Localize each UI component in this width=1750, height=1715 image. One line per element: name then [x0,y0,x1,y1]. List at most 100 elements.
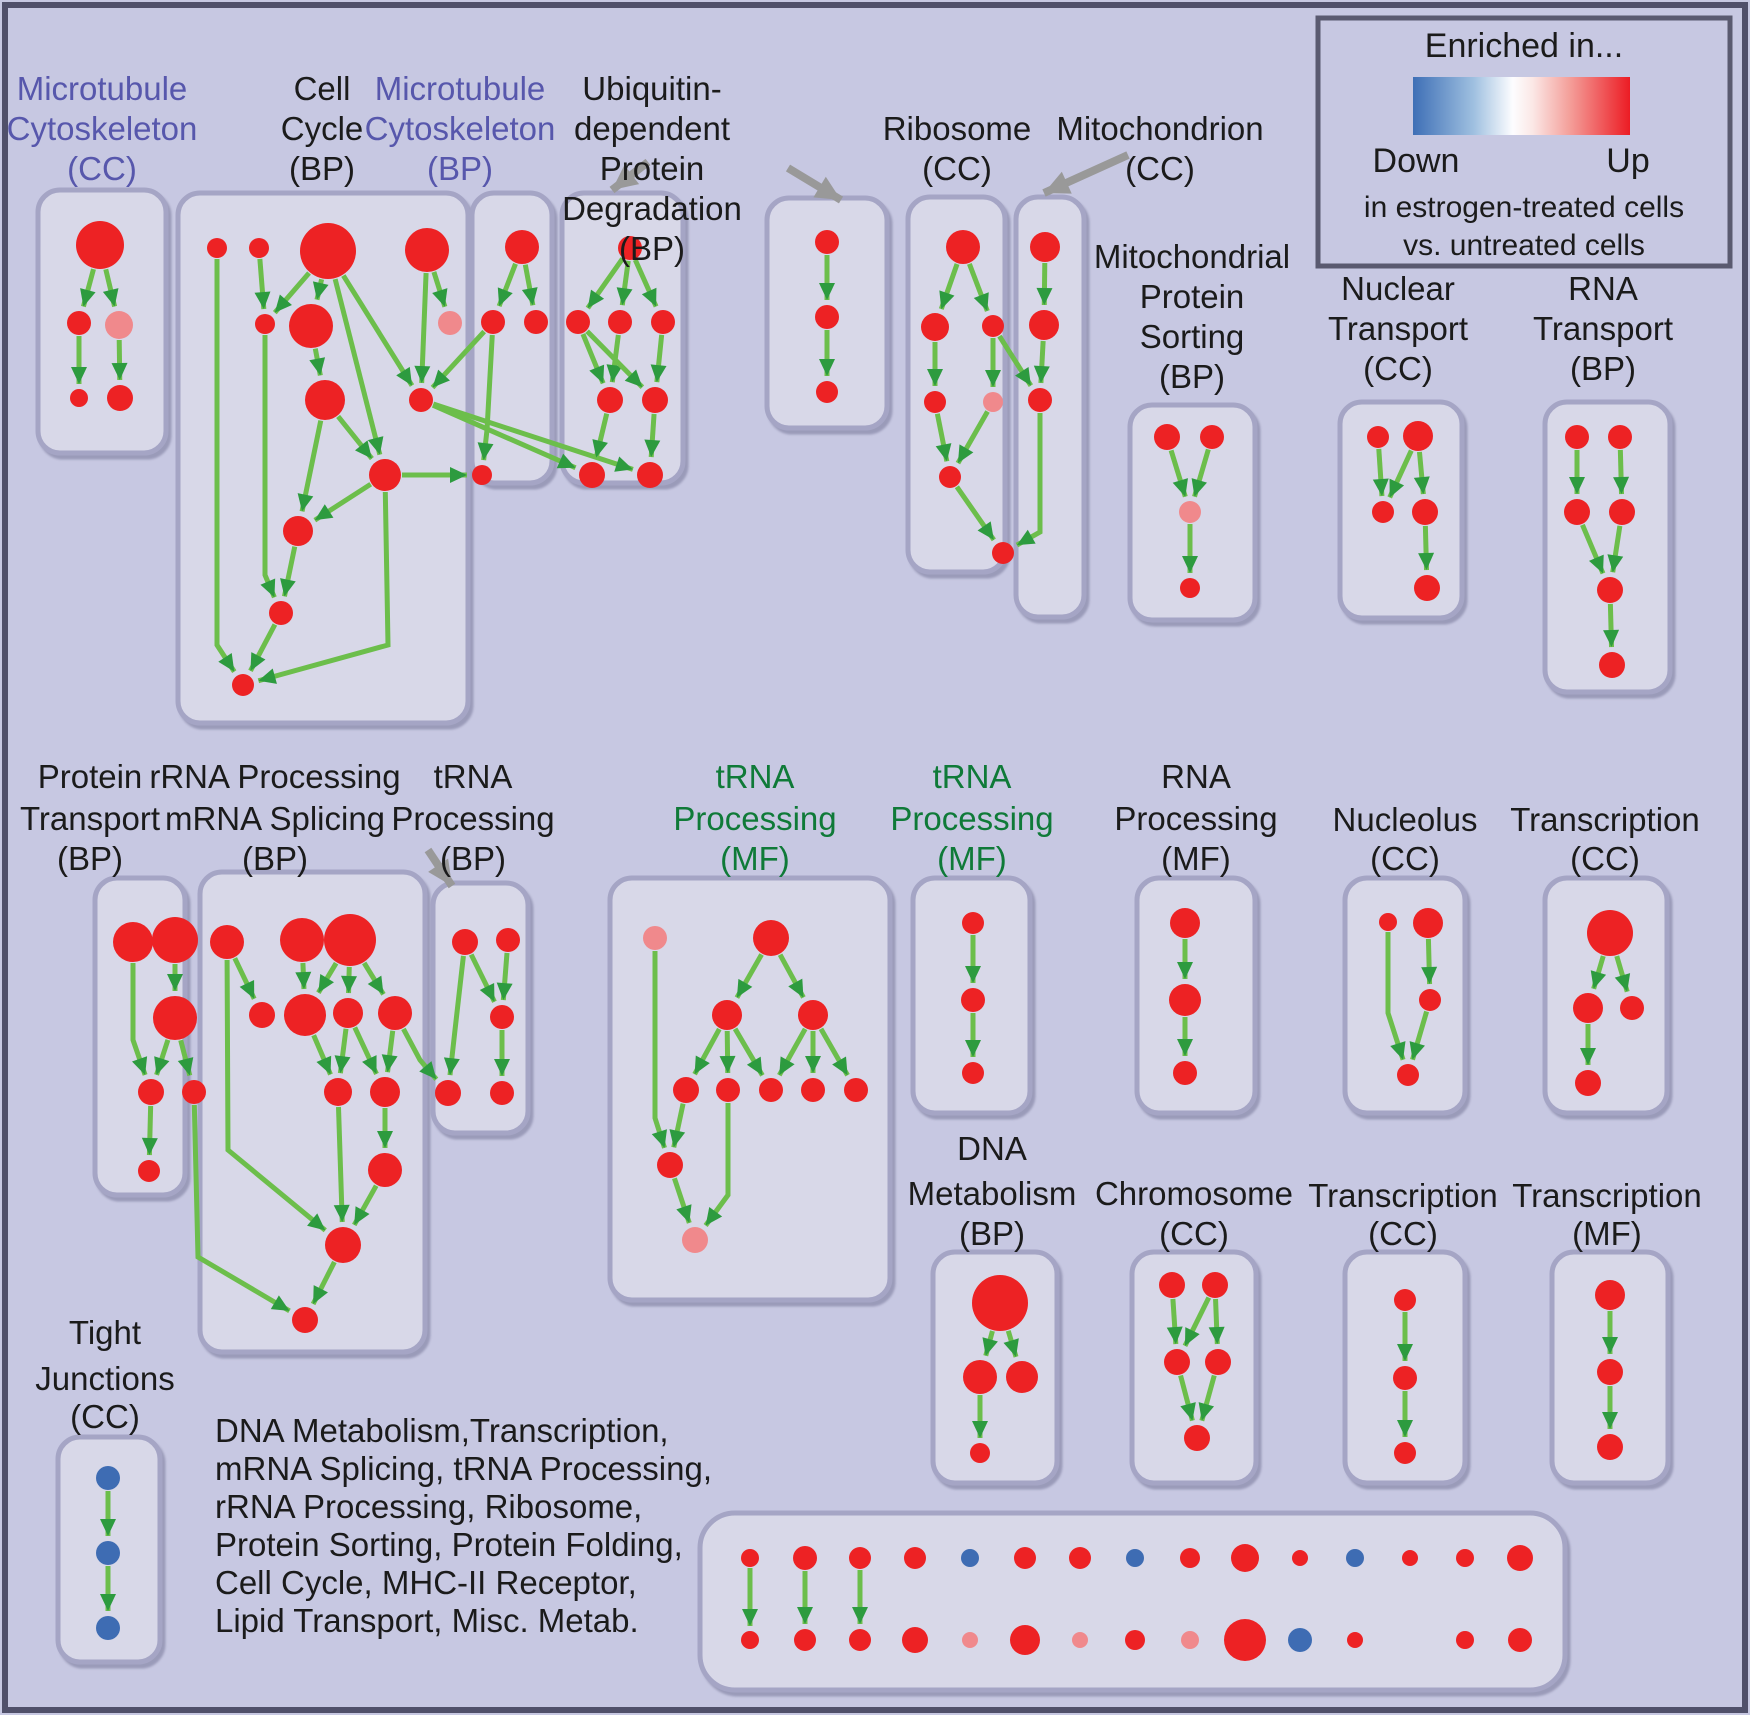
edge-arrow [1385,932,1406,1061]
cluster-label-line: Transport [1328,310,1468,347]
rna-transport-box [1542,399,1673,695]
edge-arrow [401,1027,439,1081]
go-term-node-red [1205,1349,1231,1375]
go-term-node-red [970,1443,990,1463]
cluster-label-line: Transcription [1512,1177,1702,1214]
go-term-node-red [284,994,326,1036]
cluster-label-line: tRNA [716,758,795,795]
go-term-node-red [1419,989,1441,1011]
go-term-node-red [992,542,1014,564]
go-term-node-red [300,223,356,279]
edge-arrow [732,1027,765,1077]
go-term-node-red [249,1002,275,1028]
edge-arrow [352,1184,379,1227]
go-term-node-red [1456,1631,1474,1649]
edge-arrow [309,348,326,376]
go-term-node-red [924,391,946,413]
edge-arrow [955,410,990,465]
edge-arrow [1168,449,1188,498]
cluster-label-line: (BP) [1570,350,1636,387]
edge-arrow [272,271,311,315]
edge-arrow [982,1330,998,1357]
edge-arrow [1182,1296,1212,1347]
go-term-node-red [496,928,520,952]
go-term-node-red [325,1227,361,1263]
edge-arrow [938,263,960,310]
edge-arrow [777,953,806,999]
go-term-node-blue [96,1541,120,1565]
go-term-node-red [210,925,244,959]
label-pointer-arrow [1042,151,1130,197]
go-term-node-red [657,1152,683,1178]
go-term-node-red [370,1077,400,1107]
go-term-node-pink [643,926,667,950]
go-term-node-red [982,315,1004,337]
go-term-node-red [1597,577,1623,603]
cluster-label-transcription-mf: Transcription(MF) [1512,1177,1702,1252]
edge-arrow [224,959,327,1233]
go-term-node-red [637,462,663,488]
edge-arrow [934,413,952,462]
go-term-node-red [939,466,961,488]
cluster-label-line: Cell [294,70,351,107]
go-term-node-red [472,465,492,485]
cluster-label-line: Ribosome [883,110,1032,147]
go-term-node-red [1413,908,1443,938]
go-term-node-red [651,310,675,334]
edge-arrow [967,262,990,312]
legend: Enriched in... Down Up in estrogen-treat… [1315,15,1733,269]
go-term-node-red [712,1000,742,1030]
go-term-node-red [280,918,324,962]
edge-arrow [692,1027,722,1076]
cluster-label-line: (MF) [720,840,790,877]
go-term-node-red [269,601,293,625]
edge-arrow [650,334,667,383]
go-term-node-red [1412,499,1438,525]
go-term-node-red [1394,1289,1416,1311]
go-term-node-red [138,1079,164,1105]
go-term-node-red [505,230,539,264]
edge-arrow [248,623,278,673]
go-term-node-red [368,1153,402,1187]
cluster-label-line: Nucleolus [1333,801,1478,838]
go-term-node-red [435,1080,461,1106]
edge-arrow [341,966,358,994]
cluster-label-transcription-cc-row3: Transcription(CC) [1308,1177,1498,1252]
mixed-terms-text-line: DNA Metabolism,Transcription, [215,1412,669,1449]
edge-arrow [191,1104,291,1314]
edge-arrow [703,1103,731,1227]
edge-arrow [1590,955,1607,990]
go-term-node-red [1379,913,1397,931]
go-term-node-red [107,385,133,411]
cluster-label-line: tRNA [434,758,513,795]
edge-arrow [336,414,374,461]
edge-arrow [1191,448,1211,498]
label-pointer-arrow [424,847,456,889]
go-term-node-red [579,462,605,488]
go-term-node-pink [1181,1631,1199,1649]
edge-arrow [651,951,667,1149]
go-term-node-red [182,1080,206,1104]
go-term-node-red [255,314,275,334]
go-term-node-red [1159,1272,1185,1298]
cluster-label-line: (MF) [1572,1215,1642,1252]
go-term-node-red [815,230,839,254]
cluster-label-line: Protein [1140,278,1245,315]
go-term-node-red [962,912,984,934]
cluster-label-line: (MF) [937,840,1007,877]
cluster-label-line: DNA [957,1130,1027,1167]
cluster-label-line: (BP) [242,840,308,877]
go-term-node-red [1456,1549,1474,1567]
go-term-node-red [1169,984,1201,1016]
go-term-node-red [1573,993,1603,1023]
cluster-label-line: Cycle [281,110,364,147]
legend-down-label: Down [1373,142,1460,180]
go-term-node-red [1575,1070,1601,1096]
edge-arrow [295,962,312,990]
go-term-node-red [249,238,269,258]
go-term-node-red [1292,1550,1308,1566]
edge-arrow [154,1039,171,1076]
